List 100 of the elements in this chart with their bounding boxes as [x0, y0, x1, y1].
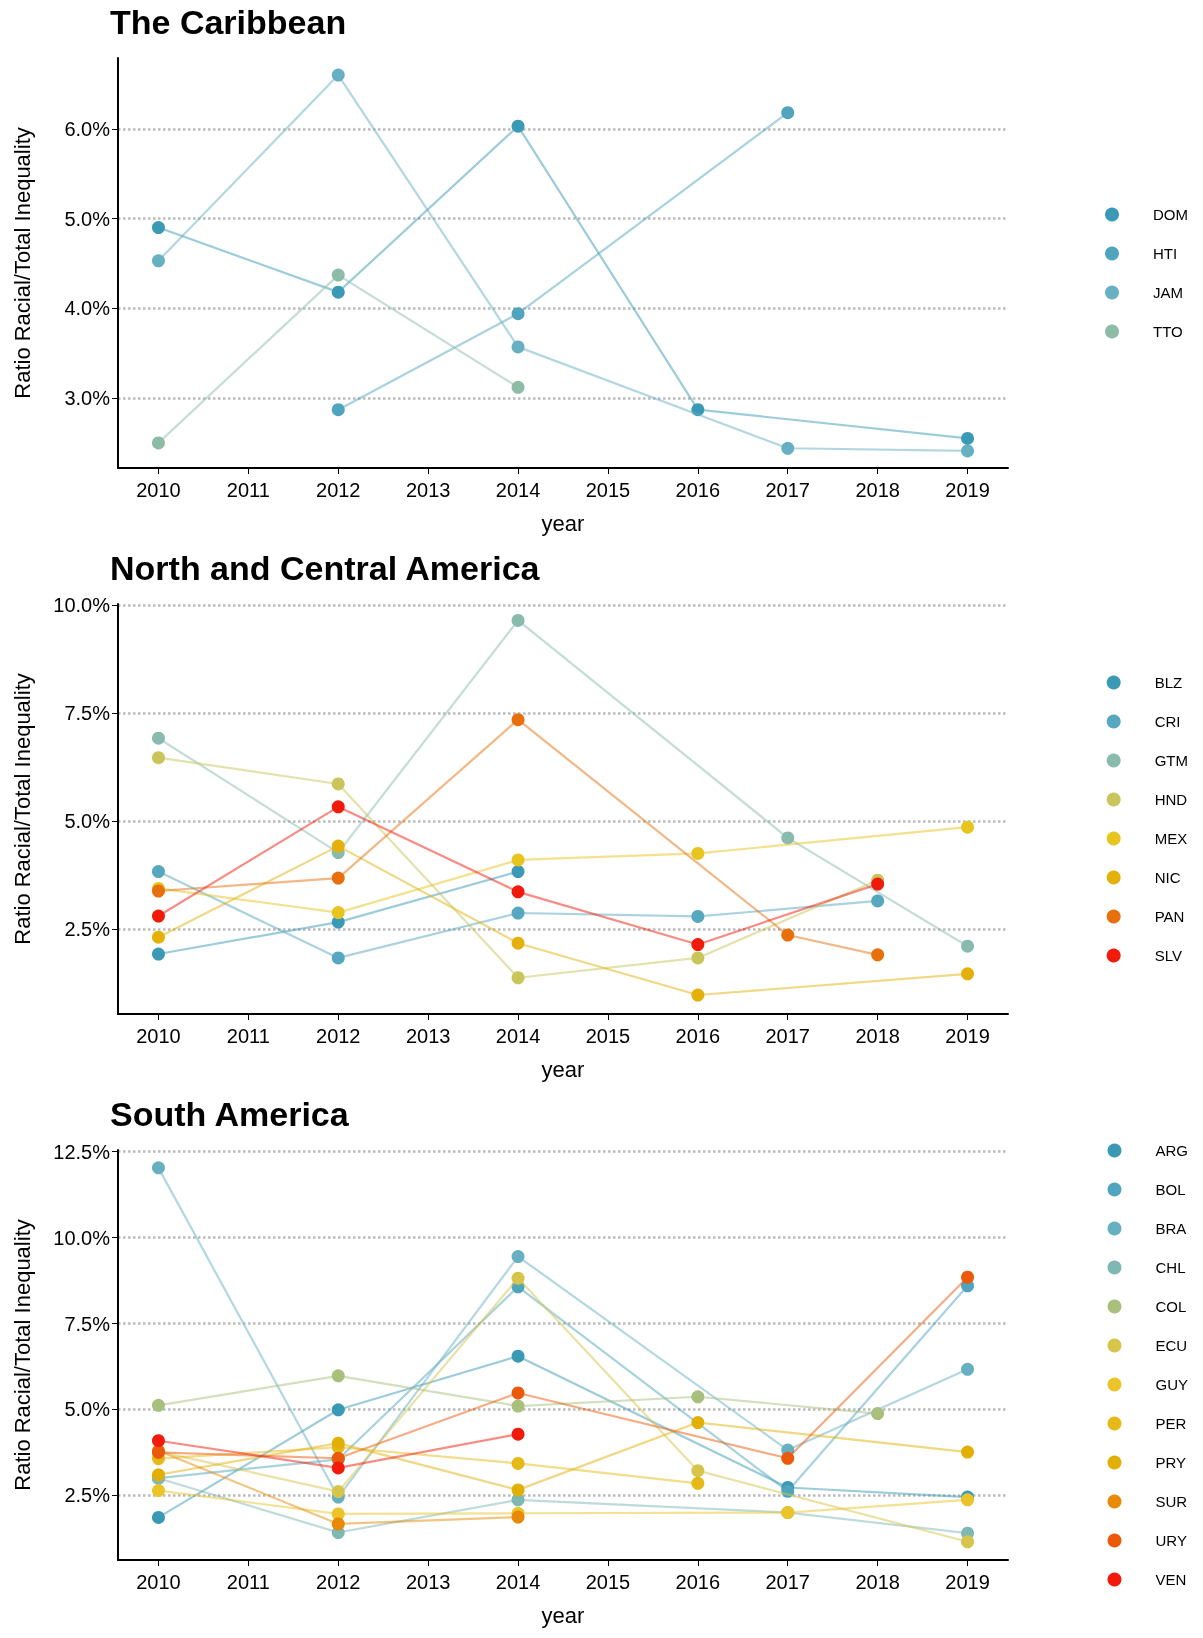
point [331, 777, 345, 791]
point [691, 1476, 705, 1490]
x-tick-label: 2013 [405, 1025, 451, 1047]
legend-label: TTO [1153, 323, 1183, 340]
y-tick-label: 2.5% [64, 1484, 111, 1507]
point [961, 1445, 975, 1459]
point [511, 1386, 525, 1400]
x-tick-label: 2018 [855, 1025, 900, 1047]
legend-label: GTM [1154, 752, 1188, 769]
y-tick-label: 10.0% [53, 1226, 111, 1249]
point [781, 928, 795, 942]
x-tick-label: 2016 [675, 1025, 721, 1047]
point [961, 1270, 975, 1284]
point [331, 1403, 345, 1417]
point [781, 831, 795, 845]
x-tick-label: 2017 [765, 479, 810, 501]
point [151, 751, 165, 765]
point [331, 68, 345, 82]
x-tick-label: 2016 [675, 1571, 721, 1593]
y-tick-label: 7.5% [64, 1312, 111, 1335]
x-tick-label: 2015 [585, 1025, 631, 1047]
legend-label: CHL [1155, 1259, 1186, 1276]
chart-title: North and Central America [110, 549, 541, 587]
legend-label: ECU [1155, 1337, 1188, 1354]
x-tick-label: 2015 [585, 479, 631, 501]
x-tick-label: 2014 [495, 1571, 541, 1593]
point [151, 1161, 165, 1175]
point [511, 1483, 525, 1497]
point [151, 947, 165, 961]
point [331, 1436, 345, 1450]
point [151, 1510, 165, 1524]
point [511, 885, 525, 899]
point [511, 865, 525, 879]
point [151, 909, 165, 923]
point [151, 1398, 165, 1412]
point [961, 1535, 975, 1549]
legend-label: HND [1154, 791, 1188, 808]
legend-label: BOL [1155, 1181, 1186, 1198]
y-tick-label: 4.0% [64, 297, 111, 320]
chart-title: The Caribbean [110, 3, 347, 41]
legend-label: PAN [1154, 908, 1185, 925]
y-tick-label: 5.0% [64, 810, 111, 833]
legend-label: CRI [1154, 713, 1181, 730]
y-tick-label: 12.5% [53, 1140, 111, 1163]
point [511, 380, 525, 394]
legend-label: PER [1155, 1415, 1187, 1432]
x-tick-label: 2018 [855, 1571, 900, 1593]
point [511, 613, 525, 627]
point [331, 871, 345, 885]
x-tick-label: 2019 [945, 1571, 990, 1593]
y-tick-label: 2.5% [64, 917, 111, 940]
point [961, 939, 975, 953]
y-tick-label: 3.0% [64, 387, 111, 410]
x-tick-label: 2019 [945, 1025, 990, 1047]
x-axis-title: year [541, 1602, 585, 1628]
point [961, 431, 975, 445]
point [511, 1250, 525, 1264]
point [871, 948, 885, 962]
point [151, 436, 165, 450]
x-axis-title: year [541, 510, 585, 536]
x-tick-label: 2010 [136, 1571, 181, 1593]
point [511, 906, 525, 920]
point [151, 254, 165, 268]
point [511, 1399, 525, 1413]
legend-label: PRY [1155, 1454, 1187, 1471]
point [691, 988, 705, 1002]
point [691, 1390, 705, 1404]
x-tick-label: 2018 [855, 479, 900, 501]
y-axis-title: Ratio Racial/Total Inequality [9, 127, 35, 399]
y-axis-title: Ratio Racial/Total Inequality [9, 673, 35, 945]
point [781, 441, 795, 455]
point [691, 1464, 705, 1478]
y-tick-label: 5.0% [64, 1398, 111, 1421]
point [331, 1517, 345, 1531]
y-tick-label: 10.0% [53, 594, 111, 617]
point [961, 967, 975, 981]
legend-label: MEX [1154, 830, 1188, 847]
legend-label: COL [1155, 1298, 1187, 1315]
point [331, 1369, 345, 1383]
point [331, 268, 345, 282]
x-tick-label: 2011 [226, 1571, 270, 1593]
point [331, 839, 345, 853]
y-tick-label: 7.5% [64, 702, 111, 725]
point [511, 307, 525, 321]
point [151, 1434, 165, 1448]
x-tick-label: 2011 [226, 1025, 270, 1047]
point [511, 1349, 525, 1363]
legend-label: DOM [1153, 206, 1188, 223]
point [691, 1416, 705, 1430]
legend-label: SUR [1155, 1493, 1188, 1510]
point [331, 906, 345, 920]
x-tick-label: 2012 [316, 1571, 361, 1593]
point [691, 403, 705, 417]
point [151, 930, 165, 944]
point [331, 951, 345, 965]
point [961, 444, 975, 458]
legend-label: NIC [1154, 869, 1181, 886]
point [691, 951, 705, 965]
legend-label: URY [1155, 1532, 1187, 1549]
x-tick-label: 2012 [316, 479, 361, 501]
